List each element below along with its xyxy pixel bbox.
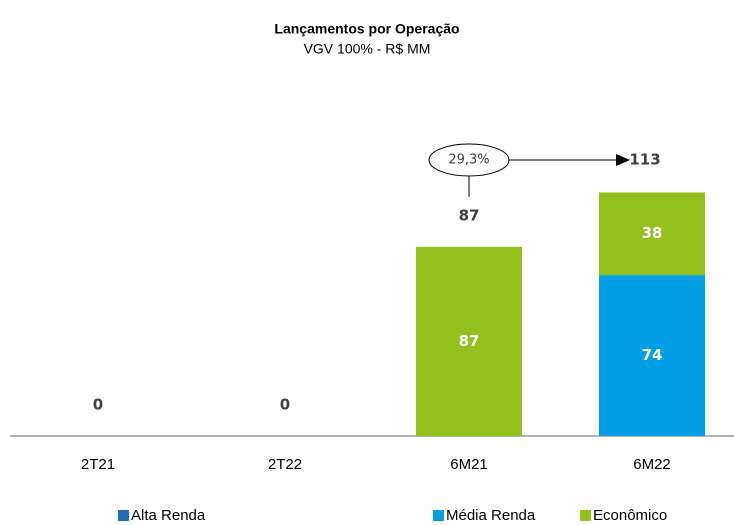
legend-label: Alta Renda [131, 507, 206, 524]
legend-label: Média Renda [446, 507, 536, 524]
x-tick-label: 2T22 [268, 456, 302, 473]
bar-segment [599, 192, 705, 276]
legend-swatch [118, 510, 129, 521]
segment-label: 87 [459, 332, 480, 350]
growth-arrow-head [616, 154, 630, 166]
x-tick-label: 6M21 [450, 456, 488, 473]
chart-title: Lançamentos por Operação [274, 21, 459, 37]
x-tick-label: 6M22 [633, 456, 671, 473]
legend-swatch [580, 510, 591, 521]
bar-segment [416, 246, 522, 436]
legend-swatch [433, 510, 444, 521]
annotation-text: 29,3% [448, 153, 489, 168]
total-label: 87 [459, 206, 480, 224]
x-tick-label: 2T21 [81, 456, 115, 473]
bar-segment [599, 275, 705, 436]
chart-subtitle: VGV 100% - R$ MM [304, 41, 431, 57]
segment-label: 74 [642, 346, 663, 364]
total-label: 0 [93, 396, 103, 414]
total-label: 113 [629, 151, 660, 169]
legend-label: Econômico [593, 507, 667, 524]
segment-label: 38 [642, 224, 663, 242]
total-label: 0 [280, 396, 290, 414]
